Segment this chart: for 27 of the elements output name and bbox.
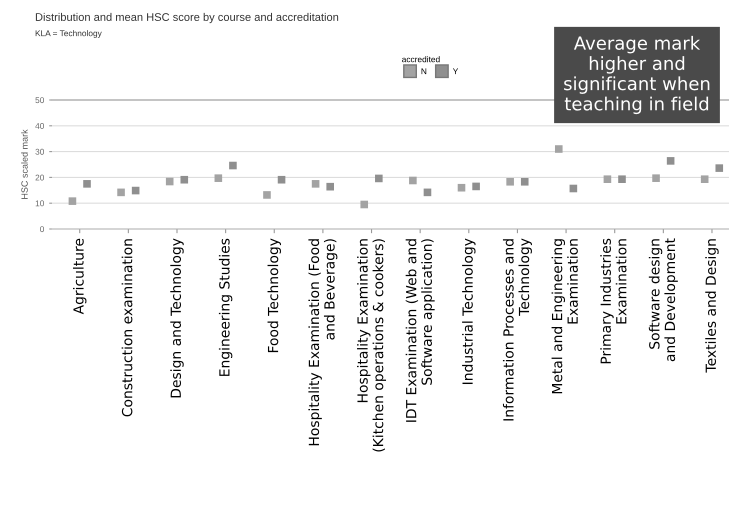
x-tick-label: Industrial Technology — [462, 238, 476, 384]
y-tick-label: 20 — [36, 174, 44, 180]
x-tick-label: Food Technology — [268, 238, 281, 352]
x-tick-label: Textiles and Design — [705, 239, 719, 373]
x-tick-label: Primary Industries Examination — [600, 238, 627, 364]
chart-title: Distribution and mean HSC score by course and accreditation — [36, 12, 338, 24]
x-tick-label: IDT Examination (Web and Software application) — [406, 239, 435, 422]
x-tick-label: Metal and Engineering Examination — [552, 239, 578, 394]
y-tick-label: 0 — [40, 226, 44, 232]
y-tick-label: 50 — [35, 97, 44, 104]
x-tick-label: Construction examination — [122, 239, 132, 416]
x-tick-label: Design and Technology — [170, 238, 184, 398]
y-axis-title: HSC scaled mark — [21, 129, 28, 199]
chart-subtitle: KLA = Technology — [36, 30, 102, 38]
x-tick-label: Information Processes and Technology — [502, 238, 532, 420]
y-tick-label: 10 — [36, 200, 44, 206]
y-tick-label: 30 — [35, 148, 44, 155]
x-tick-label: Agriculture — [73, 238, 86, 314]
legend-label: Y — [452, 68, 458, 74]
x-tick-label: Hospitality Examination (Kitchen operations & cookers) — [357, 239, 386, 452]
annotation: Average mark higher and significant when teaching in field — [564, 36, 710, 114]
x-tick-label: Software design and Development — [648, 238, 678, 362]
legend-label: N — [422, 68, 426, 74]
x-tick-label: Hospitality Examination (Food and Beverage) — [308, 239, 338, 446]
x-tick-label: Engineering Studies — [218, 238, 232, 376]
legend-title: accredited — [402, 56, 440, 62]
y-tick-label: 40 — [35, 123, 44, 129]
